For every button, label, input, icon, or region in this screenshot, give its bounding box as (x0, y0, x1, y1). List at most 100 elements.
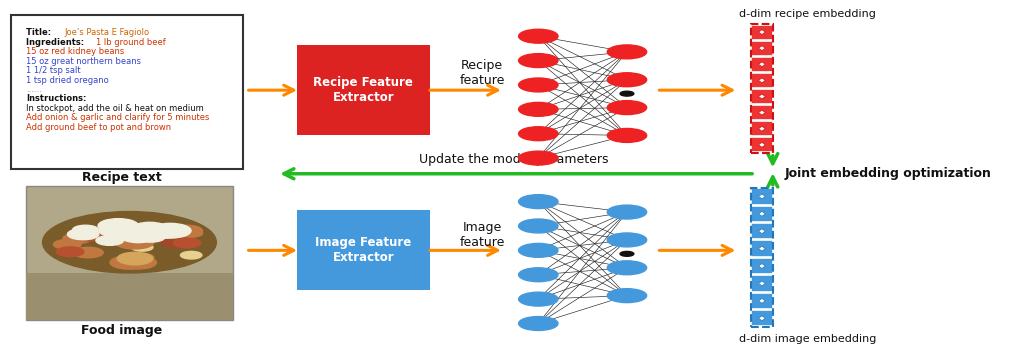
Text: 1 tsp dried oregano: 1 tsp dried oregano (26, 75, 108, 85)
Circle shape (73, 247, 103, 258)
FancyBboxPatch shape (297, 210, 430, 290)
Text: Instructions:: Instructions: (26, 94, 87, 103)
Circle shape (607, 289, 646, 303)
Polygon shape (759, 264, 765, 269)
Circle shape (519, 195, 558, 208)
Circle shape (173, 238, 201, 248)
Text: Food image: Food image (81, 324, 162, 337)
Circle shape (136, 232, 165, 242)
Polygon shape (759, 246, 765, 251)
Circle shape (151, 229, 175, 238)
Circle shape (519, 219, 558, 233)
Text: Image
feature: Image feature (460, 221, 505, 249)
Bar (752, 188, 773, 205)
Bar (752, 310, 773, 326)
Text: Update the model parameters: Update the model parameters (419, 153, 608, 166)
Text: Recipe
feature: Recipe feature (460, 59, 505, 87)
Text: Title:: Title: (26, 27, 54, 37)
Circle shape (118, 252, 153, 265)
Circle shape (121, 256, 157, 269)
Bar (752, 258, 773, 274)
Text: ......: ...... (26, 85, 42, 94)
Text: Joe’s Pasta E Fagiolo: Joe’s Pasta E Fagiolo (64, 27, 149, 37)
Circle shape (161, 236, 194, 247)
Circle shape (99, 224, 135, 237)
Text: 15 oz red kidney beans: 15 oz red kidney beans (26, 47, 125, 57)
Circle shape (519, 317, 558, 330)
Bar (752, 57, 773, 72)
Circle shape (607, 73, 646, 87)
Circle shape (519, 29, 558, 43)
Polygon shape (759, 194, 765, 199)
Text: 1 lb ground beef: 1 lb ground beef (97, 38, 166, 47)
Circle shape (180, 251, 202, 259)
Circle shape (607, 45, 646, 59)
Text: Add onion & garlic and clarify for 5 minutes: Add onion & garlic and clarify for 5 min… (26, 113, 209, 122)
Polygon shape (759, 316, 765, 321)
Text: 1 1/2 tsp salt: 1 1/2 tsp salt (26, 66, 80, 75)
Polygon shape (759, 94, 765, 99)
Circle shape (607, 205, 646, 219)
Circle shape (171, 225, 202, 236)
FancyBboxPatch shape (297, 45, 430, 135)
Bar (752, 73, 773, 88)
Circle shape (133, 254, 154, 261)
Circle shape (519, 127, 558, 141)
Polygon shape (759, 281, 765, 286)
Circle shape (607, 261, 646, 275)
Circle shape (620, 251, 634, 256)
Polygon shape (759, 29, 765, 34)
Circle shape (54, 239, 81, 249)
Bar (752, 275, 773, 292)
Polygon shape (759, 126, 765, 131)
FancyBboxPatch shape (26, 273, 233, 320)
Bar (752, 25, 773, 40)
Circle shape (519, 78, 558, 92)
Circle shape (96, 223, 130, 235)
Circle shape (607, 128, 646, 143)
Circle shape (620, 91, 634, 96)
Circle shape (607, 101, 646, 114)
Circle shape (74, 231, 102, 241)
Polygon shape (759, 78, 765, 83)
FancyBboxPatch shape (11, 15, 242, 168)
Circle shape (98, 219, 138, 233)
Circle shape (519, 102, 558, 116)
Circle shape (519, 54, 558, 67)
Circle shape (42, 212, 217, 273)
Circle shape (72, 225, 98, 234)
Bar (752, 223, 773, 239)
Text: In stockpot, add the oil & heat on medium: In stockpot, add the oil & heat on mediu… (26, 104, 204, 113)
Text: Ingredients:: Ingredients: (26, 38, 87, 47)
Circle shape (607, 233, 646, 247)
Circle shape (519, 292, 558, 306)
Bar (752, 121, 773, 136)
Text: Add ground beef to pot and brown: Add ground beef to pot and brown (26, 122, 171, 132)
Circle shape (519, 268, 558, 282)
Circle shape (121, 230, 156, 243)
Circle shape (100, 223, 129, 233)
Polygon shape (759, 46, 765, 51)
Bar (752, 240, 773, 257)
Polygon shape (759, 143, 765, 147)
Bar (752, 188, 773, 327)
Polygon shape (759, 229, 765, 234)
Circle shape (110, 256, 147, 269)
Bar (752, 137, 773, 152)
Circle shape (63, 233, 91, 244)
Circle shape (57, 247, 84, 257)
Text: Joint embedding optimization: Joint embedding optimization (785, 167, 992, 180)
Circle shape (178, 229, 203, 237)
Circle shape (132, 222, 167, 235)
Polygon shape (759, 211, 765, 216)
FancyBboxPatch shape (26, 186, 233, 320)
Circle shape (131, 244, 153, 251)
Bar (752, 293, 773, 309)
Circle shape (519, 243, 558, 257)
Bar (752, 206, 773, 222)
Text: 15 oz great northern beans: 15 oz great northern beans (26, 57, 141, 66)
Polygon shape (759, 298, 765, 303)
Circle shape (96, 236, 124, 245)
Circle shape (115, 235, 154, 249)
Polygon shape (759, 62, 765, 67)
